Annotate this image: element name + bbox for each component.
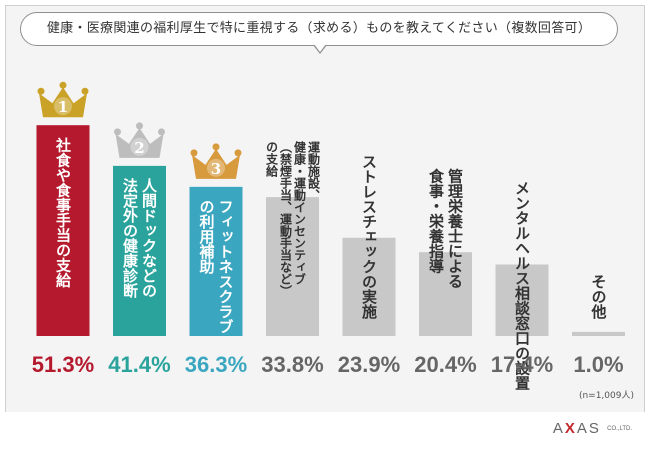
- category-label-7-1: メンタルヘルス相談窓口の設置: [513, 181, 531, 391]
- bar-4: [266, 197, 319, 336]
- category-label-1-1: 社食や食事手当の支給: [54, 136, 72, 288]
- crown-jewel-mid-3: [212, 143, 220, 151]
- chart-title: 健康・医療関連の福利厚生で特に重視する（求める）ものを教えてください（複数回答可…: [20, 12, 618, 46]
- category-label-4-2: （禁煙手当、運動手当など）: [279, 141, 293, 297]
- value-label-5: 23.9%: [338, 352, 400, 377]
- crown-jewel-mid-1: [59, 81, 67, 89]
- bar-1: [36, 125, 90, 336]
- bar-6: [419, 252, 472, 336]
- value-label-7: 17.4%: [491, 352, 553, 377]
- crown-jewel-left-2: [114, 128, 121, 136]
- value-label-6: 20.4%: [414, 352, 476, 377]
- value-label-3: 36.3%: [185, 352, 247, 377]
- crown-rank-3: 3: [211, 160, 221, 178]
- crown-jewel-right-1: [81, 87, 89, 95]
- value-label-2: 41.4%: [108, 352, 170, 377]
- value-label-8: 1.0%: [573, 352, 623, 377]
- crown-icon-2: [115, 127, 164, 158]
- crown-icon-1: [39, 87, 87, 118]
- category-label-5-1: ストレスチェックの実施: [360, 154, 378, 320]
- footer: [0, 412, 650, 450]
- bar-5: [342, 237, 396, 336]
- value-label-1: 51.3%: [32, 352, 94, 377]
- category-label-4-1: の支給: [265, 141, 279, 178]
- crown-rank-disc-2: [130, 137, 149, 156]
- title-bubble-tail: [313, 44, 327, 54]
- category-label-6-2: 管理栄養士による: [446, 167, 464, 288]
- category-label-3-1: の利用補助: [198, 199, 216, 275]
- category-label-2-1: 法定外の健康診断: [121, 177, 139, 299]
- category-label-4-4: 運動施設、: [307, 141, 321, 201]
- category-label-8-1: その他: [590, 274, 608, 320]
- crown-jewel-mid-2: [136, 122, 143, 130]
- bar-3: [189, 186, 243, 336]
- axas-logo: AXAS CO.,LTD.: [552, 420, 632, 437]
- crown-rank-disc-1: [54, 97, 72, 116]
- crown-jewel-right-3: [234, 149, 242, 157]
- crown-jewel-left-1: [37, 87, 45, 95]
- value-label-4: 33.8%: [261, 352, 323, 377]
- bar-7: [495, 264, 549, 336]
- sample-size-note: (n=1,009人): [579, 390, 634, 401]
- chart-panel: [5, 5, 645, 413]
- crown-rank-2: 2: [134, 139, 144, 157]
- crown-icon-3: [192, 148, 240, 179]
- bar-2: [113, 165, 166, 336]
- crown-rank-1: 1: [58, 98, 68, 116]
- category-label-2-2: 人間ドックなどの: [140, 178, 158, 298]
- crown-jewel-right-2: [158, 128, 165, 136]
- crown-rank-disc-3: [207, 158, 225, 177]
- category-label-4-3: 健康・運動インセンティブ: [293, 140, 307, 285]
- category-label-3-2: フィットネスクラブ: [217, 199, 235, 334]
- bar-8: [572, 331, 625, 336]
- crown-jewel-left-3: [190, 149, 198, 157]
- category-label-6-1: 食事・栄養指導: [427, 167, 445, 274]
